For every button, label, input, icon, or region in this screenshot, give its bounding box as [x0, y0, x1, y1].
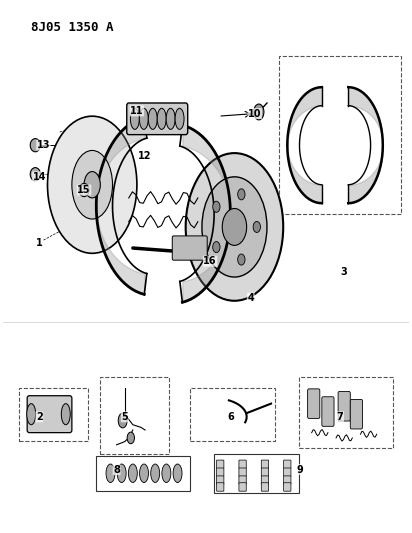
Ellipse shape: [148, 108, 157, 130]
Ellipse shape: [127, 432, 134, 443]
FancyBboxPatch shape: [172, 236, 207, 260]
FancyBboxPatch shape: [239, 460, 246, 469]
Ellipse shape: [106, 464, 115, 482]
Ellipse shape: [202, 177, 267, 277]
FancyBboxPatch shape: [217, 483, 224, 491]
Ellipse shape: [173, 464, 182, 482]
Ellipse shape: [47, 116, 137, 253]
Text: 11: 11: [130, 106, 144, 116]
Ellipse shape: [61, 403, 70, 425]
Ellipse shape: [186, 153, 283, 301]
Ellipse shape: [27, 403, 36, 425]
Ellipse shape: [117, 464, 126, 482]
Ellipse shape: [238, 189, 245, 200]
Ellipse shape: [254, 104, 264, 120]
FancyBboxPatch shape: [322, 397, 334, 426]
FancyBboxPatch shape: [239, 476, 246, 484]
FancyBboxPatch shape: [261, 460, 269, 469]
Ellipse shape: [222, 208, 247, 245]
Text: 8J05 1350 A: 8J05 1350 A: [31, 21, 114, 34]
Text: 4: 4: [247, 293, 254, 303]
Text: 12: 12: [138, 151, 152, 161]
Text: 5: 5: [122, 412, 128, 422]
Text: 10: 10: [248, 109, 262, 118]
FancyBboxPatch shape: [283, 468, 291, 477]
Ellipse shape: [162, 464, 171, 482]
Text: 16: 16: [203, 256, 217, 266]
Ellipse shape: [253, 221, 260, 232]
FancyBboxPatch shape: [127, 103, 188, 135]
Ellipse shape: [166, 108, 175, 130]
Text: 3: 3: [341, 267, 348, 277]
Text: 14: 14: [33, 172, 46, 182]
FancyBboxPatch shape: [217, 460, 224, 469]
Text: 2: 2: [36, 412, 43, 422]
FancyBboxPatch shape: [350, 399, 363, 429]
FancyBboxPatch shape: [217, 476, 224, 484]
Ellipse shape: [238, 254, 245, 265]
FancyBboxPatch shape: [261, 476, 269, 484]
FancyBboxPatch shape: [239, 468, 246, 477]
Text: 9: 9: [296, 465, 303, 474]
FancyBboxPatch shape: [217, 468, 224, 477]
Ellipse shape: [151, 464, 160, 482]
Ellipse shape: [175, 108, 184, 130]
FancyBboxPatch shape: [261, 483, 269, 491]
Ellipse shape: [213, 241, 220, 253]
Ellipse shape: [157, 108, 166, 130]
FancyBboxPatch shape: [283, 483, 291, 491]
FancyBboxPatch shape: [308, 389, 320, 418]
Ellipse shape: [84, 172, 101, 198]
Text: 1: 1: [36, 238, 43, 248]
Ellipse shape: [118, 413, 127, 428]
Text: 15: 15: [77, 185, 91, 195]
Ellipse shape: [139, 108, 148, 130]
Ellipse shape: [131, 108, 139, 130]
Text: 13: 13: [37, 140, 50, 150]
Ellipse shape: [30, 139, 40, 152]
Ellipse shape: [79, 183, 89, 197]
FancyBboxPatch shape: [27, 395, 72, 433]
Text: 8: 8: [113, 465, 120, 474]
Ellipse shape: [30, 167, 40, 181]
Ellipse shape: [140, 464, 148, 482]
FancyBboxPatch shape: [338, 392, 350, 421]
Ellipse shape: [213, 201, 220, 212]
FancyBboxPatch shape: [283, 476, 291, 484]
Text: 6: 6: [227, 412, 234, 422]
FancyBboxPatch shape: [283, 460, 291, 469]
Ellipse shape: [72, 150, 112, 219]
FancyBboxPatch shape: [239, 483, 246, 491]
FancyBboxPatch shape: [261, 468, 269, 477]
Text: 7: 7: [337, 412, 344, 422]
Ellipse shape: [129, 464, 137, 482]
